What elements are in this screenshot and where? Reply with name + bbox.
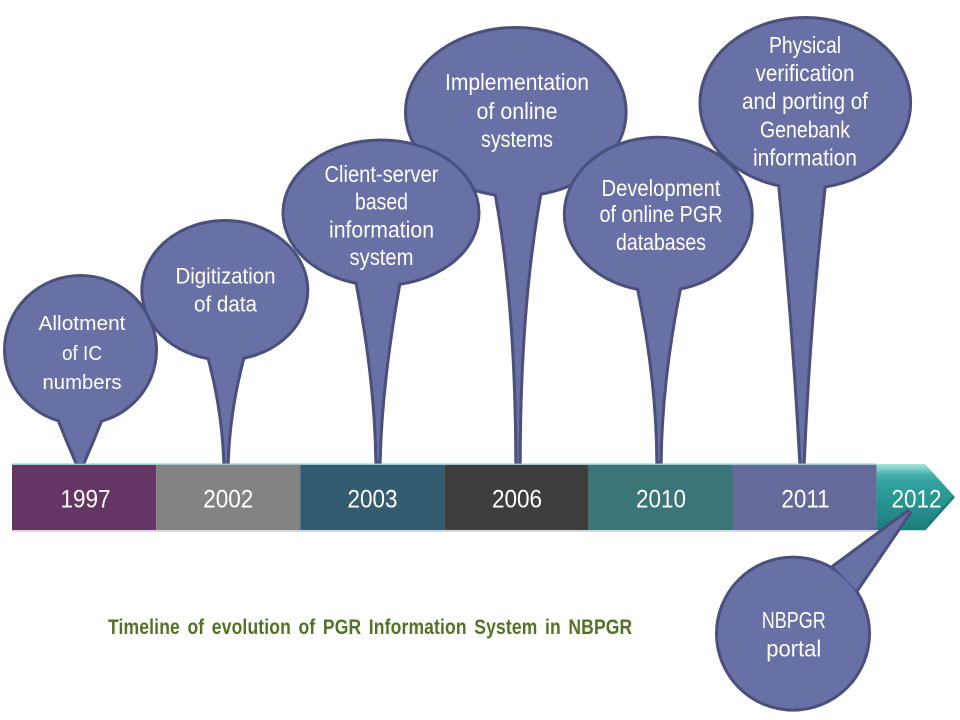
svg-text:and porting of: and porting of — [742, 88, 869, 114]
svg-text:Physical: Physical — [769, 32, 841, 58]
svg-text:2010: 2010 — [636, 485, 686, 513]
svg-text:Allotment: Allotment — [39, 312, 126, 335]
svg-text:portal: portal — [766, 636, 821, 662]
svg-text:Digitization: Digitization — [176, 263, 276, 288]
svg-text:of IC: of IC — [62, 342, 102, 365]
svg-text:Timeline of evolution of PGR I: Timeline of evolution of PGR Information… — [108, 616, 632, 639]
svg-text:2012: 2012 — [891, 485, 941, 513]
svg-text:databases: databases — [616, 229, 706, 255]
svg-text:2003: 2003 — [347, 485, 397, 513]
svg-text:information: information — [329, 217, 434, 243]
svg-text:system: system — [350, 244, 414, 270]
svg-text:Development: Development — [602, 175, 722, 201]
svg-text:of data: of data — [194, 292, 257, 317]
svg-text:2011: 2011 — [781, 485, 829, 513]
svg-text:Genebank: Genebank — [760, 116, 850, 142]
svg-text:NBPGR: NBPGR — [762, 607, 826, 633]
svg-text:of online PGR: of online PGR — [600, 201, 723, 227]
svg-text:based: based — [355, 189, 408, 215]
svg-text:verification: verification — [756, 60, 855, 86]
svg-text:of online: of online — [477, 98, 558, 124]
svg-text:Client-server: Client-server — [325, 161, 439, 187]
svg-text:information: information — [753, 144, 857, 170]
svg-text:numbers: numbers — [43, 371, 122, 394]
svg-text:2002: 2002 — [203, 485, 253, 513]
svg-text:systems: systems — [481, 126, 553, 152]
svg-text:2006: 2006 — [492, 485, 542, 513]
svg-text:1997: 1997 — [60, 485, 110, 513]
svg-text:Implementation: Implementation — [445, 69, 589, 95]
